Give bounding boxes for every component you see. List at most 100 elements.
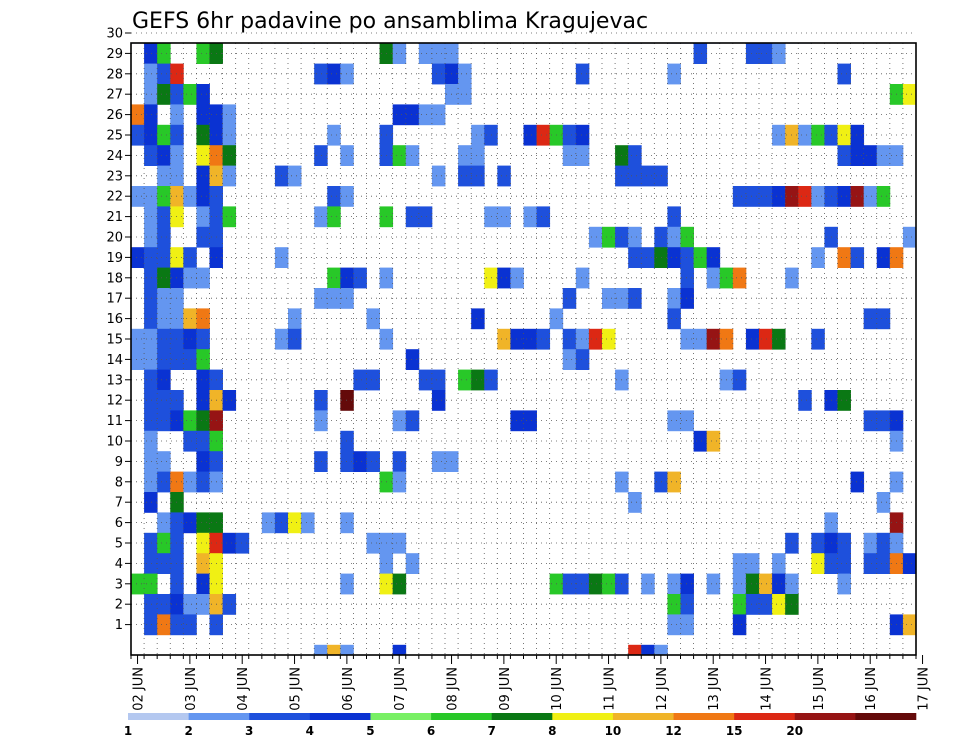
heatmap-cell <box>876 247 891 268</box>
heatmap-cell <box>144 451 158 472</box>
heatmap-cell <box>196 308 210 330</box>
colorbar-label: 7 <box>488 724 496 738</box>
heatmap-cell <box>157 43 171 64</box>
heatmap-cell <box>196 206 210 228</box>
heatmap-cell <box>157 410 171 432</box>
heatmap-cell <box>536 206 551 228</box>
heatmap-cell <box>196 165 210 187</box>
heatmap-cell <box>693 43 708 64</box>
heatmap-cell <box>876 308 891 330</box>
heatmap-cell <box>196 594 210 615</box>
heatmap-cell <box>183 430 197 452</box>
heatmap-cell <box>745 186 760 207</box>
heatmap-cell <box>157 288 171 309</box>
heatmap-cell <box>144 288 158 309</box>
heatmap-cell <box>471 145 485 166</box>
heatmap-cell <box>327 206 341 228</box>
y-tick-label: 2 <box>115 598 123 613</box>
heatmap-cell <box>157 451 171 472</box>
heatmap-cell <box>510 410 524 432</box>
heatmap-cell <box>196 369 210 391</box>
heatmap-cell <box>235 532 250 554</box>
heatmap-cell <box>157 63 171 85</box>
heatmap-cell <box>144 124 158 146</box>
heatmap-cell <box>575 267 590 289</box>
heatmap-cell <box>222 532 237 554</box>
heatmap-cell <box>405 145 420 166</box>
heatmap-cell <box>562 288 577 309</box>
colorbar-label: 3 <box>245 724 253 738</box>
heatmap-cell <box>157 84 171 105</box>
heatmap-cell <box>562 328 577 350</box>
heatmap-cell <box>144 206 158 228</box>
heatmap-cell <box>405 410 420 432</box>
heatmap-cell <box>157 124 171 146</box>
heatmap-cell <box>628 644 642 656</box>
heatmap-cell <box>497 328 511 350</box>
heatmap-cell <box>510 267 524 289</box>
heatmap-cell <box>837 145 851 166</box>
heatmap-cell <box>261 512 276 534</box>
heatmap-cell <box>418 206 433 228</box>
y-tick-label: 18 <box>106 271 123 286</box>
y-tick-label: 9 <box>115 455 123 470</box>
heatmap-cell <box>745 328 760 350</box>
colorbar-swatch <box>734 713 796 720</box>
heatmap-cell <box>811 532 825 554</box>
heatmap-cell <box>458 145 472 166</box>
heatmap-cell <box>667 226 681 248</box>
heatmap-cell <box>144 390 158 411</box>
x-tick-label: 06 JUN <box>341 667 356 711</box>
heatmap-cell <box>353 369 367 391</box>
heatmap-cell <box>392 145 407 166</box>
heatmap-cell <box>196 84 210 105</box>
heatmap-cell <box>523 328 537 350</box>
heatmap-cell <box>144 328 158 350</box>
heatmap-cell <box>366 369 380 391</box>
y-tick-label: 6 <box>115 516 123 531</box>
heatmap-cell <box>680 247 694 268</box>
heatmap-cell <box>680 328 694 350</box>
heatmap-cell <box>196 410 210 432</box>
heatmap-cell <box>183 512 197 534</box>
heatmap-cell <box>327 267 341 289</box>
heatmap-cell <box>693 430 708 452</box>
heatmap-cell <box>131 104 145 126</box>
heatmap-cell <box>222 104 237 126</box>
colorbar-swatch <box>794 713 856 720</box>
heatmap-cell <box>431 451 446 472</box>
y-tick-label: 23 <box>106 169 123 184</box>
heatmap-cell <box>157 267 171 289</box>
heatmap-cell <box>772 553 786 574</box>
heatmap-cell <box>392 532 407 554</box>
heatmap-cell <box>405 206 420 228</box>
heatmap-cell <box>837 63 851 85</box>
heatmap-cell <box>314 63 328 85</box>
heatmap-cell <box>680 267 694 289</box>
heatmap-cell <box>157 165 171 187</box>
heatmap-cell <box>575 145 590 166</box>
x-tick-label: 03 JUN <box>184 667 199 711</box>
heatmap-cell <box>196 267 210 289</box>
heatmap-cell <box>732 573 747 595</box>
y-tick-label: 15 <box>106 333 123 348</box>
heatmap-cell <box>497 206 511 228</box>
x-tick-label: 13 JUN <box>707 667 722 711</box>
x-tick-label: 10 JUN <box>550 667 565 711</box>
heatmap-cell <box>157 594 171 615</box>
heatmap-cell <box>431 369 446 391</box>
x-tick-label: 14 JUN <box>760 667 775 711</box>
heatmap-cell <box>222 390 237 411</box>
y-tick-label: 22 <box>106 190 123 205</box>
heatmap-cell <box>144 84 158 105</box>
heatmap-cell <box>340 573 354 595</box>
heatmap-cell <box>144 369 158 391</box>
colorbar-label: 5 <box>366 724 374 738</box>
heatmap-cell <box>196 349 210 370</box>
heatmap-cell <box>288 328 302 350</box>
heatmap-cell <box>798 124 812 146</box>
heatmap-cell <box>222 124 237 146</box>
heatmap-cell <box>876 410 891 432</box>
heatmap-cell <box>196 226 210 248</box>
heatmap-cell <box>196 512 210 534</box>
